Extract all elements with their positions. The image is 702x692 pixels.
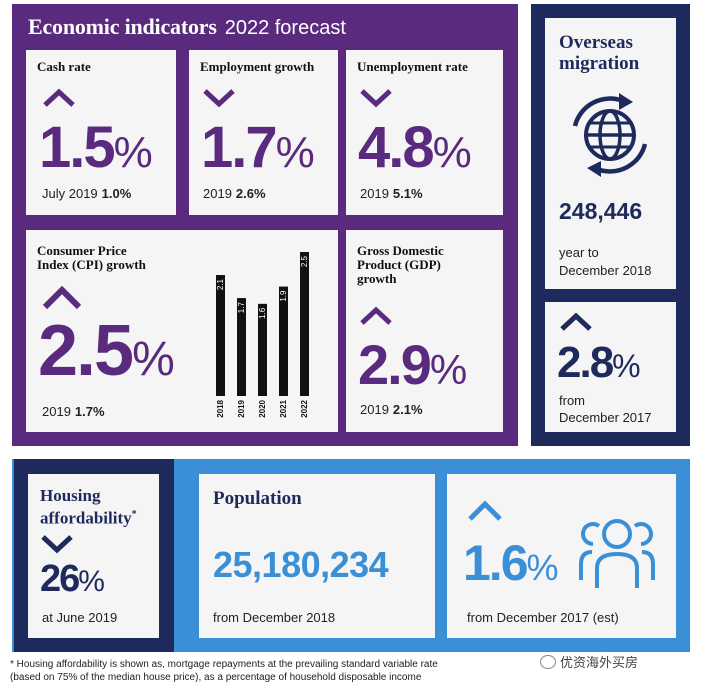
chevron-down-icon: [203, 89, 235, 108]
population-card: Population 25,180,234 from December 2018: [199, 474, 435, 638]
bar-2020: [258, 303, 267, 396]
chevron-up-icon: [42, 286, 82, 310]
cpi-bar-chart: 2.1 2018 1.7 2019 1.6 2020 1.9 2021 2.5 2022: [216, 252, 309, 418]
chevron-up-icon: [560, 312, 592, 331]
chevron-down-icon: [360, 89, 392, 108]
migration-growth-card: 2.8% from December 2017: [545, 302, 676, 432]
bar-2018: [216, 275, 225, 396]
migration-card: Overseas migration 248,446 year to Decembe…: [545, 18, 676, 289]
gdp-growth-title: Gross Domestic Product (GDP) growth: [357, 243, 444, 286]
population-title: Population: [213, 488, 302, 509]
housing-note: at June 2019: [42, 610, 118, 625]
migration-growth-note: from December 2017: [559, 393, 652, 425]
cash-rate-note: July 2019 1.0%: [42, 186, 132, 201]
globe-cycle-icon: [572, 93, 648, 177]
wechat-icon: [540, 655, 556, 669]
bar-category-label: 2020: [258, 399, 267, 417]
footnote: * Housing affordability is shown as, mor…: [10, 658, 438, 684]
cpi-growth-value: 2.5%: [38, 311, 175, 391]
unemployment-rate-note: 2019 5.1%: [360, 186, 423, 201]
housing-affordability-card: Housing affordability* 26% at June 2019: [28, 474, 159, 638]
migration-title: Overseas migration: [559, 32, 640, 74]
employment-growth-note: 2019 2.6%: [203, 186, 266, 201]
population-note: from December 2018: [213, 610, 336, 625]
population-value: 25,180,234: [213, 544, 389, 585]
panel-subtitle: 2022 forecast: [224, 17, 346, 39]
chevron-down-icon: [41, 535, 73, 554]
bar-value-label: 1.9: [279, 290, 288, 302]
gdp-growth-value: 2.9%: [358, 333, 468, 396]
unemployment-rate-value: 4.8%: [358, 115, 472, 180]
population-growth-card: 1.6% from December 2017 (est): [447, 474, 676, 638]
population-growth-value: 1.6%: [463, 535, 559, 591]
chevron-up-icon: [360, 306, 392, 325]
population-growth-note: from December 2017 (est): [467, 610, 619, 625]
unemployment-rate-card: Unemployment rate 4.8% 2019 5.1%: [346, 50, 503, 215]
bar-2021: [279, 286, 288, 396]
footnote-line-2: (based on 75% of the median house price)…: [10, 672, 422, 683]
bar-2022: [300, 252, 309, 396]
gdp-growth-note: 2019 2.1%: [360, 402, 423, 417]
bar-value-label: 2.1: [216, 278, 225, 290]
employment-growth-card: Employment growth 1.7% 2019 2.6%: [189, 50, 338, 215]
economic-indicators-heading: Economic indicators 2022 forecast: [28, 14, 346, 40]
bar-value-label: 2.5: [300, 255, 309, 267]
migration-note: year to December 2018: [559, 245, 652, 278]
bar-category-label: 2018: [216, 399, 225, 417]
cash-rate-value: 1.5%: [39, 115, 153, 180]
watermark: 优资海外买房: [540, 652, 638, 671]
bar-value-label: 1.6: [258, 307, 267, 319]
footnote-line-1: * Housing affordability is shown as, mor…: [10, 659, 438, 670]
bar-2019: [237, 298, 246, 396]
employment-growth-value: 1.7%: [201, 115, 315, 180]
bar-category-label: 2022: [300, 399, 309, 417]
unemployment-rate-title: Unemployment rate: [357, 59, 468, 74]
chevron-up-icon: [468, 500, 502, 521]
housing-value: 26%: [40, 558, 105, 600]
migration-value: 248,446: [559, 198, 643, 224]
cpi-growth-note: 2019 1.7%: [42, 404, 105, 419]
bar-value-label: 1.7: [237, 302, 246, 314]
cash-rate-card: Cash rate 1.5% July 2019 1.0%: [26, 50, 176, 215]
gdp-growth-card: Gross Domestic Product (GDP) growth 2.9% 2…: [346, 230, 503, 432]
cpi-growth-card: Consumer Price Index (CPI) growth 2.5% 20…: [26, 230, 338, 432]
cpi-growth-title: Consumer Price Index (CPI) growth: [37, 243, 146, 272]
chevron-up-icon: [43, 88, 75, 107]
bar-category-label: 2019: [237, 399, 246, 417]
panel-title: Economic indicators: [28, 14, 217, 39]
cash-rate-title: Cash rate: [37, 59, 91, 74]
employment-growth-title: Employment growth: [200, 59, 315, 74]
migration-growth-value: 2.8%: [557, 338, 641, 387]
housing-title: Housing affordability*: [40, 486, 137, 528]
bar-category-label: 2021: [279, 399, 288, 417]
people-group-icon: [579, 519, 655, 588]
